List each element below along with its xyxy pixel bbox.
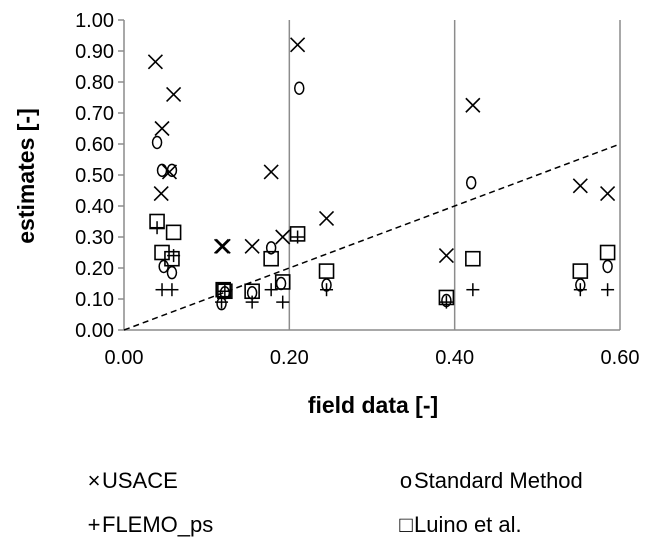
marker-usace — [154, 187, 168, 201]
marker-usace — [162, 165, 176, 179]
legend-item-flemo-ps: +FLEMO_ps — [86, 512, 213, 538]
y-tick-label: 0.70 — [75, 103, 114, 125]
marker-usace — [264, 165, 278, 179]
marker-luino — [466, 252, 480, 266]
legend-item-standard-method: oStandard Method — [398, 468, 583, 494]
y-tick-label: 0.80 — [75, 72, 114, 94]
y-tick-label: 0.40 — [75, 196, 114, 218]
marker-standard-method — [153, 136, 162, 148]
marker-standard-method — [277, 278, 286, 290]
axes — [118, 20, 620, 330]
marker-usace — [573, 179, 587, 193]
legend-label-usace: USACE — [102, 468, 178, 493]
y-axis-label: estimates [-] — [13, 108, 39, 243]
marker-luino — [573, 264, 587, 278]
scatter-chart: 0.00 0.20 0.40 0.60 0.00 0.10 0.20 0.30 0.40 0.50… — [0, 0, 670, 460]
y-tick-label: 1.00 — [75, 10, 114, 32]
x-tick-label: 0.40 — [435, 347, 474, 369]
square-marker-icon: □ — [398, 512, 414, 538]
marker-usace — [276, 230, 290, 244]
data-markers — [148, 38, 614, 310]
marker-usace — [155, 122, 169, 136]
marker-usace — [601, 187, 615, 201]
x-axis-label: field data [-] — [308, 392, 438, 418]
marker-flemo-ps — [466, 283, 479, 296]
y-tick-label: 0.30 — [75, 227, 114, 249]
y-tick-label: 0.60 — [75, 134, 114, 156]
marker-luino — [167, 225, 181, 239]
marker-usace — [215, 239, 229, 253]
marker-luino — [601, 246, 615, 260]
y-tick-label: 0.10 — [75, 289, 114, 311]
marker-flemo-ps — [151, 221, 164, 234]
marker-standard-method — [467, 177, 476, 189]
x-marker-icon: × — [86, 468, 102, 494]
marker-standard-method — [295, 82, 304, 94]
marker-flemo-ps — [601, 283, 614, 296]
tick-labels: 0.00 0.20 0.40 0.60 0.00 0.10 0.20 0.30 0.40 0.50… — [75, 10, 639, 369]
legend-label-flemo-ps: FLEMO_ps — [102, 512, 213, 537]
x-tick-label: 0.00 — [105, 347, 144, 369]
marker-luino — [320, 264, 334, 278]
legend-label-standard-method: Standard Method — [414, 468, 583, 493]
marker-usace — [320, 211, 334, 225]
marker-usace — [216, 239, 230, 253]
marker-standard-method — [603, 260, 612, 272]
legend-item-usace: ×USACE — [86, 468, 178, 494]
circle-marker-icon: o — [398, 468, 414, 494]
y-tick-label: 0.20 — [75, 258, 114, 280]
marker-usace — [167, 87, 181, 101]
y-tick-label: 0.00 — [75, 320, 114, 342]
grid-lines — [289, 20, 620, 330]
marker-usace — [291, 38, 305, 52]
marker-usace — [466, 98, 480, 112]
marker-usace — [245, 239, 259, 253]
y-tick-label: 0.50 — [75, 165, 114, 187]
marker-usace — [439, 249, 453, 263]
marker-standard-method — [167, 267, 176, 279]
legend-item-luino: □Luino et al. — [398, 512, 522, 538]
x-tick-label: 0.60 — [601, 347, 640, 369]
marker-standard-method — [158, 164, 167, 176]
marker-usace — [148, 55, 162, 69]
x-tick-label: 0.20 — [270, 347, 309, 369]
y-tick-label: 0.90 — [75, 41, 114, 63]
marker-flemo-ps — [276, 296, 289, 309]
plus-marker-icon: + — [86, 512, 102, 538]
marker-flemo-ps — [165, 283, 178, 296]
legend-label-luino: Luino et al. — [414, 512, 522, 537]
reference-line — [124, 144, 620, 330]
